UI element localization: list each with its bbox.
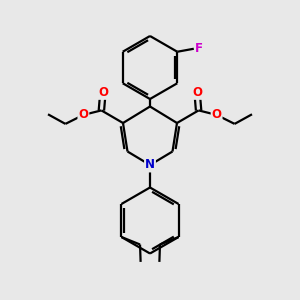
Text: F: F bbox=[195, 42, 203, 55]
Text: N: N bbox=[145, 158, 155, 172]
Text: O: O bbox=[98, 86, 108, 99]
Text: O: O bbox=[212, 108, 222, 122]
Text: O: O bbox=[192, 86, 202, 99]
Text: O: O bbox=[78, 108, 88, 122]
